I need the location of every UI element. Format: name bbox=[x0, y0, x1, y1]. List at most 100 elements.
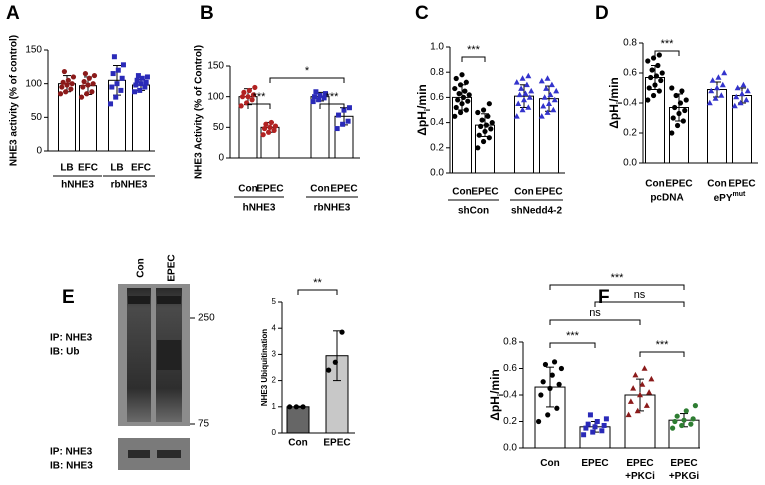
y-tick-label: 1.0 bbox=[430, 42, 444, 53]
data-point bbox=[293, 404, 299, 410]
data-point bbox=[653, 73, 660, 79]
data-point bbox=[478, 123, 484, 129]
x-tick-label: Con bbox=[514, 187, 533, 198]
data-point bbox=[475, 109, 481, 116]
data-point bbox=[551, 96, 558, 103]
data-point bbox=[515, 100, 522, 106]
data-point bbox=[679, 422, 685, 429]
data-point bbox=[313, 89, 319, 95]
y-tick-label: 50 bbox=[31, 112, 43, 123]
data-point bbox=[113, 94, 119, 100]
significance-bracket bbox=[549, 284, 685, 290]
data-point bbox=[712, 95, 719, 101]
significance-label: ns bbox=[589, 307, 601, 319]
data-point bbox=[594, 419, 600, 424]
data-point bbox=[110, 71, 116, 77]
data-point bbox=[90, 81, 96, 87]
y-axis-label-part: ΔpH bbox=[488, 396, 502, 421]
panel-letter: D bbox=[595, 3, 609, 24]
significance-bracket bbox=[549, 319, 641, 325]
group-label: rbNHE3 bbox=[314, 203, 351, 214]
group-label: hNHE3 bbox=[243, 203, 276, 214]
data-point bbox=[300, 404, 306, 410]
data-point bbox=[648, 74, 654, 81]
y-tick-label: 2 bbox=[272, 376, 277, 385]
data-point bbox=[272, 123, 279, 129]
data-point bbox=[85, 82, 91, 88]
data-point bbox=[688, 421, 694, 427]
data-point bbox=[715, 74, 722, 80]
data-point bbox=[714, 84, 720, 91]
data-point bbox=[266, 129, 272, 135]
significance-label: *** bbox=[611, 272, 625, 284]
data-point bbox=[133, 82, 139, 88]
data-point bbox=[479, 117, 485, 123]
y-axis-label-part: /min bbox=[415, 84, 429, 109]
y-tick-label: 0.8 bbox=[430, 67, 444, 78]
data-point bbox=[340, 121, 346, 127]
group-label: hNHE3 bbox=[61, 180, 94, 191]
data-point bbox=[332, 359, 338, 365]
y-axis-label: NHE3 Ubiquitination bbox=[260, 329, 269, 406]
y-tick-label: 0.0 bbox=[430, 168, 444, 179]
data-point bbox=[525, 72, 532, 79]
data-point bbox=[541, 94, 548, 100]
data-point bbox=[462, 88, 468, 94]
data-point bbox=[59, 84, 65, 90]
group-label: pcDNA bbox=[650, 193, 683, 204]
y-tick-label: 100 bbox=[25, 78, 42, 89]
data-point bbox=[239, 94, 246, 100]
data-point bbox=[733, 93, 740, 100]
data-point bbox=[583, 425, 589, 431]
data-point bbox=[673, 92, 679, 99]
y-axis-label-part: /min bbox=[488, 369, 502, 394]
data-point bbox=[540, 379, 546, 385]
data-point bbox=[457, 109, 464, 116]
x-tick-label: EPEC bbox=[330, 184, 357, 195]
data-point bbox=[692, 403, 699, 409]
data-point bbox=[135, 73, 141, 79]
data-point bbox=[118, 87, 124, 93]
data-point bbox=[521, 96, 527, 103]
significance-label: *** bbox=[467, 44, 481, 56]
x-tick-label: Con bbox=[645, 179, 664, 190]
data-point bbox=[731, 102, 738, 109]
y-tick-label: 0.2 bbox=[623, 128, 637, 139]
data-point bbox=[119, 75, 125, 81]
data-point bbox=[137, 87, 143, 93]
data-point bbox=[739, 90, 745, 97]
data-point bbox=[556, 381, 562, 387]
y-tick-label: 0.2 bbox=[503, 416, 517, 427]
x-tick-label-line: +PKGi bbox=[669, 471, 700, 482]
y-tick-label: 50 bbox=[213, 122, 225, 133]
data-point bbox=[650, 92, 657, 99]
significance-label: *** bbox=[566, 330, 580, 342]
data-point bbox=[260, 132, 266, 138]
data-point bbox=[482, 128, 488, 135]
y-axis-label: NHE3 activity (% of control) bbox=[9, 35, 20, 166]
data-point bbox=[81, 79, 87, 85]
data-point bbox=[592, 424, 598, 430]
y-tick-label: 0.4 bbox=[503, 390, 517, 401]
blot-image bbox=[118, 284, 195, 470]
y-tick-label: 3 bbox=[272, 350, 277, 359]
y-tick-label: 0 bbox=[272, 428, 277, 437]
group-label-part: ePY bbox=[714, 193, 733, 204]
data-point bbox=[646, 389, 653, 395]
data-point bbox=[455, 97, 461, 103]
y-tick-label: 150 bbox=[207, 61, 224, 72]
data-point bbox=[82, 70, 89, 77]
x-tick-label: EFC bbox=[131, 163, 151, 174]
data-point bbox=[545, 412, 551, 418]
data-point bbox=[463, 107, 469, 113]
y-tick-label: 0.6 bbox=[503, 363, 517, 374]
data-point bbox=[486, 101, 492, 107]
data-point bbox=[109, 84, 115, 90]
data-point bbox=[603, 416, 609, 422]
data-point bbox=[70, 74, 77, 80]
y-axis-label: ΔpHi/min bbox=[488, 369, 504, 421]
y-tick-label: 0.6 bbox=[430, 92, 444, 103]
data-point bbox=[554, 405, 560, 411]
data-point bbox=[485, 113, 491, 119]
